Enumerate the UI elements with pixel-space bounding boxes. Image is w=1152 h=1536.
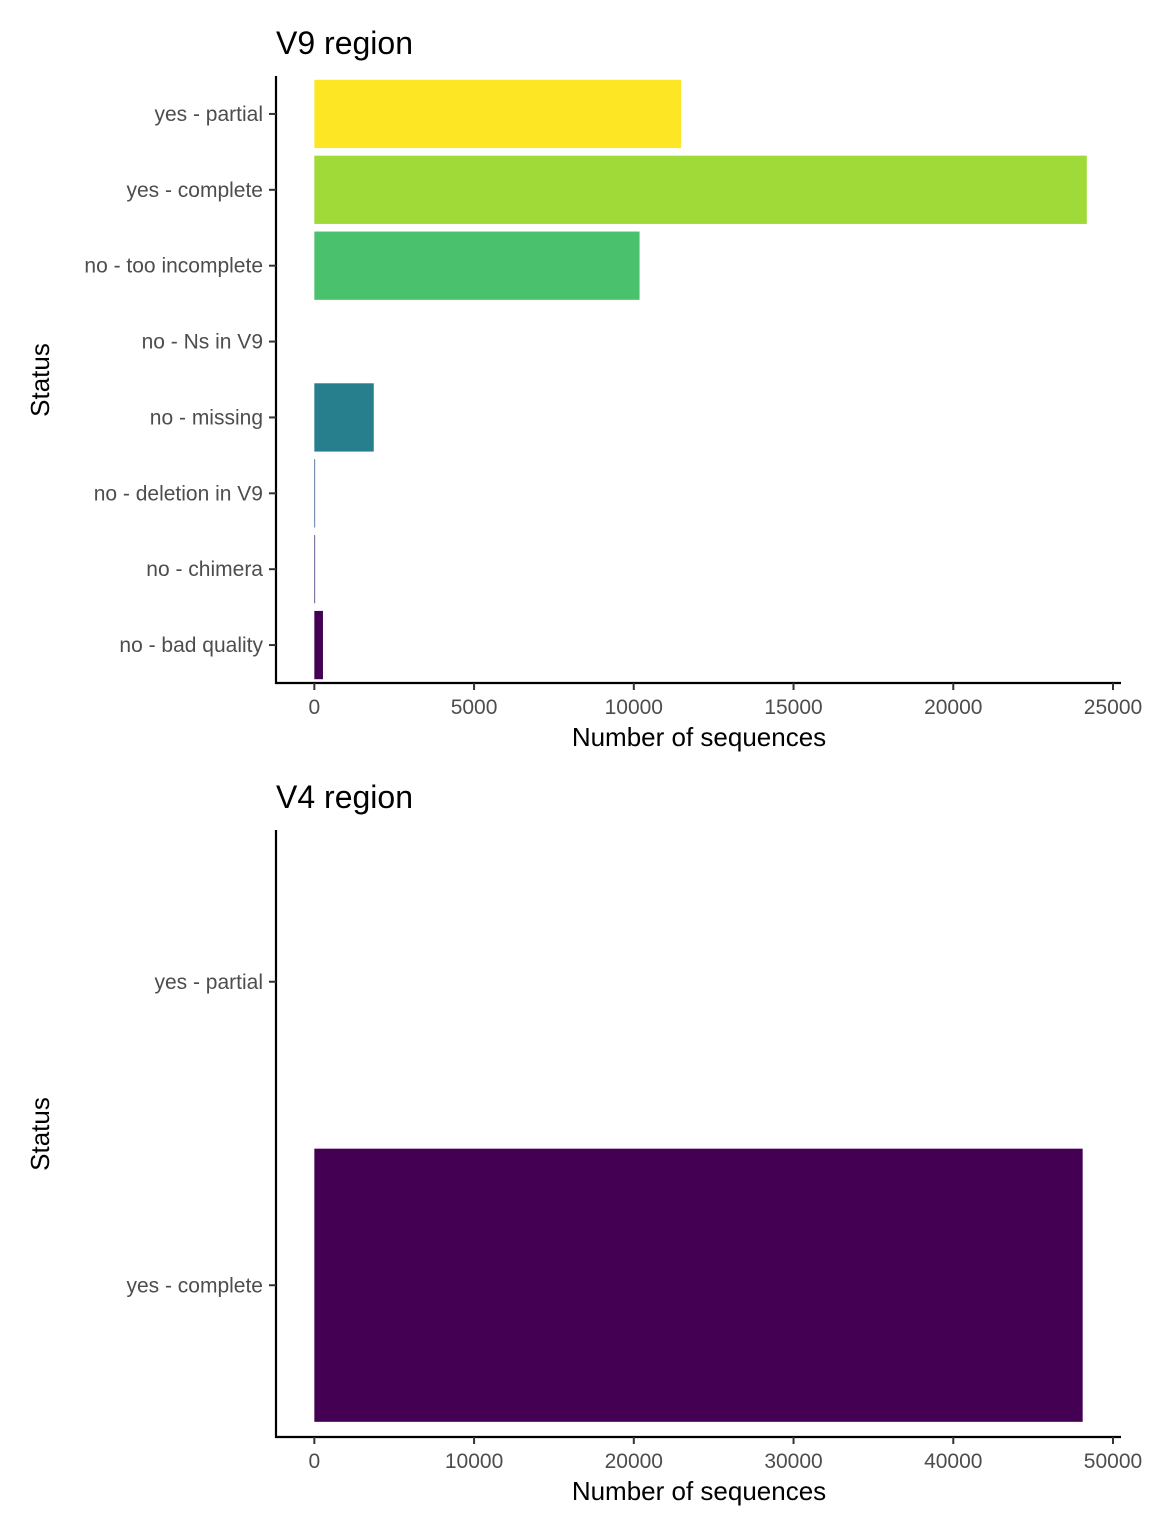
v9-region-chart: V9 region Number of sequences Status no … — [25, 25, 1142, 752]
y-ticks: no - bad quality no - chimera no - deletio… — [84, 103, 276, 657]
y-ticks: yes - complete yes - partial — [126, 971, 276, 1297]
x-tick-label: 10000 — [605, 696, 663, 719]
y-tick-label: no - deletion in V9 — [94, 482, 263, 505]
x-tick-label: 0 — [308, 696, 320, 719]
y-tick-label: yes - partial — [154, 103, 263, 126]
bar-no-too-incomplete — [314, 231, 640, 300]
y-axis-title: Status — [25, 343, 55, 417]
y-tick-label: no - too incomplete — [84, 255, 263, 278]
y-tick-label: no - chimera — [146, 558, 263, 581]
x-axis-title: Number of sequences — [572, 1476, 826, 1506]
bar-yes-partial — [314, 79, 682, 149]
x-tick-label: 10000 — [445, 1450, 503, 1473]
bars — [314, 79, 1087, 680]
bar-no-missing — [314, 383, 374, 452]
bar-yes-complete — [314, 155, 1087, 224]
chart-title: V4 region — [276, 779, 413, 815]
x-tick-label: 20000 — [605, 1450, 663, 1473]
x-tick-label: 25000 — [1084, 696, 1142, 719]
y-tick-label: yes - complete — [126, 179, 263, 202]
x-tick-label: 40000 — [924, 1450, 982, 1473]
y-tick-label: yes - complete — [126, 1274, 263, 1297]
y-tick-label: no - bad quality — [119, 634, 263, 657]
bars — [314, 1148, 1083, 1422]
x-tick-label: 30000 — [764, 1450, 822, 1473]
x-tick-label: 15000 — [764, 696, 822, 719]
bar-no-bad-quality — [314, 610, 323, 680]
bar-no-chimera — [314, 535, 316, 604]
x-tick-label: 20000 — [924, 696, 982, 719]
x-ticks: 0 5000 10000 15000 20000 25000 — [308, 683, 1142, 719]
x-ticks: 0 10000 20000 30000 40000 50000 — [308, 1437, 1142, 1473]
y-tick-label: yes - partial — [154, 971, 263, 994]
y-tick-label: no - missing — [150, 406, 263, 429]
x-axis-title: Number of sequences — [572, 722, 826, 752]
x-tick-label: 0 — [308, 1450, 320, 1473]
v4-region-chart: V4 region Number of sequences Status yes… — [25, 779, 1142, 1506]
bar-yes-complete — [314, 1148, 1083, 1422]
y-axis-title: Status — [25, 1097, 55, 1171]
x-tick-label: 5000 — [451, 696, 498, 719]
x-tick-label: 50000 — [1084, 1450, 1142, 1473]
chart-title: V9 region — [276, 25, 413, 61]
bar-no-deletion-in-v9 — [314, 459, 316, 528]
y-tick-label: no - Ns in V9 — [142, 331, 263, 354]
